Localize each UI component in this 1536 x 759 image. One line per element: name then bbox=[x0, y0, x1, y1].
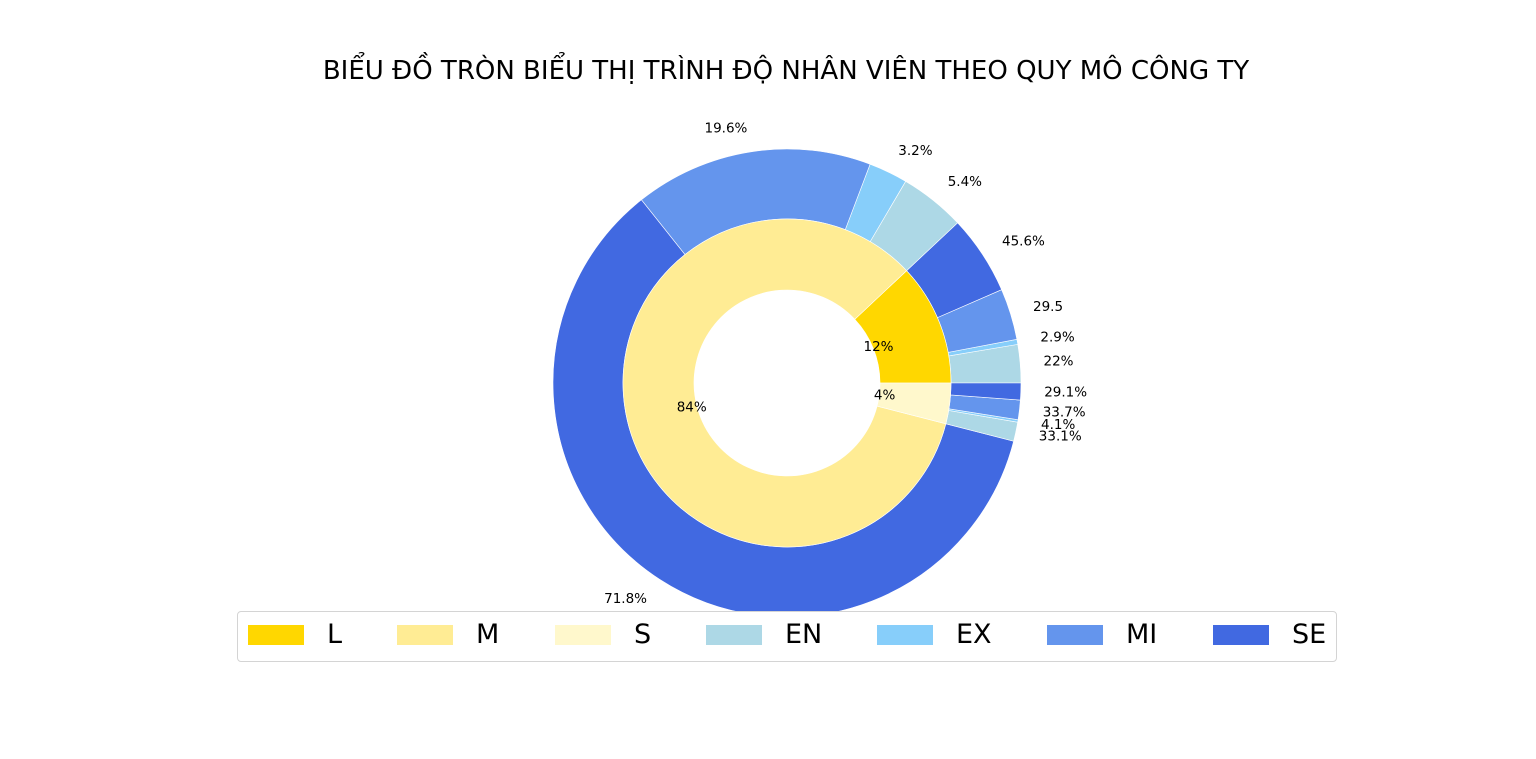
legend-swatch-se bbox=[1213, 625, 1269, 645]
outer-label-s-ex: 4.1% bbox=[1041, 417, 1075, 433]
legend-swatch-l bbox=[248, 625, 304, 645]
legend-label-m: M bbox=[476, 619, 500, 650]
inner-slice-s bbox=[876, 382, 952, 425]
legend-label-l: L bbox=[327, 619, 343, 650]
legend-label-se: SE bbox=[1292, 619, 1327, 650]
inner-label-l: 12% bbox=[863, 339, 893, 355]
inner-label-m: 84% bbox=[677, 400, 707, 416]
legend-label-s: S bbox=[634, 619, 652, 650]
outer-label-l-mi: 29.5 bbox=[1033, 299, 1063, 315]
inner-ring bbox=[622, 218, 952, 548]
outer-label-m-en: 5.4% bbox=[948, 174, 982, 190]
legend: L M S EN EX MI SE bbox=[237, 611, 1337, 662]
outer-label-l-en: 22% bbox=[1044, 354, 1074, 370]
legend-label-mi: MI bbox=[1126, 619, 1158, 650]
inner-label-s: 4% bbox=[874, 387, 896, 403]
legend-label-ex: EX bbox=[956, 619, 992, 650]
legend-swatch-ex bbox=[877, 625, 933, 645]
outer-label-s-en: 33.1% bbox=[1039, 429, 1082, 445]
legend-swatch-s bbox=[555, 625, 611, 645]
legend-swatch-mi bbox=[1047, 625, 1103, 645]
outer-label-s-se: 29.1% bbox=[1044, 384, 1087, 400]
chart-title: BIỂU ĐỒ TRÒN BIỂU THỊ TRÌNH ĐỘ NHÂN VIÊN… bbox=[322, 56, 1250, 86]
outer-ring bbox=[552, 148, 1022, 618]
slice-labels: 12% 84% 4% 22% 2.9% 29.5 45.6% 5.4% 3.2% 19.6% 71.… bbox=[604, 121, 1087, 607]
outer-label-l-ex: 2.9% bbox=[1040, 330, 1074, 346]
outer-label-m-se: 71.8% bbox=[604, 591, 647, 607]
legend-label-en: EN bbox=[785, 619, 823, 650]
legend-swatch-m bbox=[397, 625, 453, 645]
outer-label-s-mi: 33.7% bbox=[1043, 405, 1086, 421]
legend-swatch-en bbox=[706, 625, 762, 645]
outer-label-l-se: 45.6% bbox=[1002, 234, 1045, 250]
inner-slice-m bbox=[622, 218, 947, 548]
outer-label-m-mi: 19.6% bbox=[705, 121, 748, 137]
outer-label-m-ex: 3.2% bbox=[898, 143, 932, 159]
